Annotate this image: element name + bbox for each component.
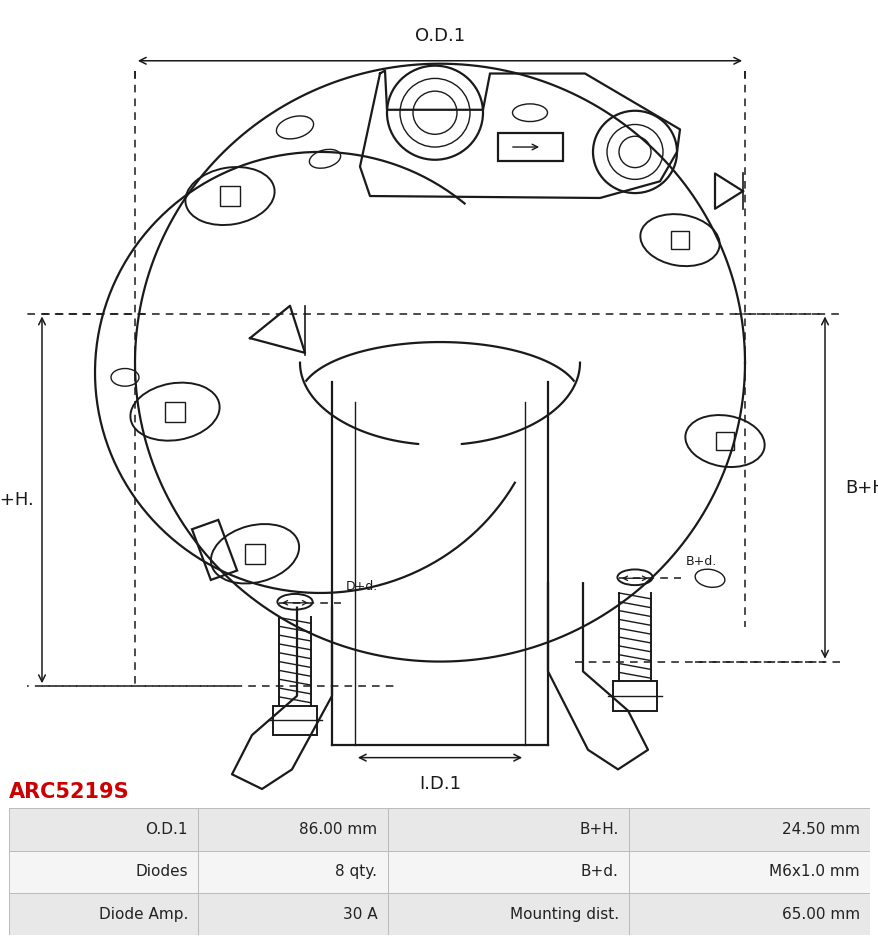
Text: 86.00 mm: 86.00 mm — [299, 822, 377, 837]
Bar — [245, 544, 264, 564]
Text: 65.00 mm: 65.00 mm — [781, 907, 859, 921]
Text: B+d.: B+d. — [685, 556, 716, 569]
Bar — [498, 133, 563, 161]
Bar — [387, 808, 629, 851]
Bar — [9, 808, 198, 851]
Text: B+d.: B+d. — [580, 865, 618, 879]
Text: I.D.1: I.D.1 — [419, 776, 460, 793]
Bar — [9, 851, 198, 893]
Text: Diodes: Diodes — [135, 865, 188, 879]
Text: B+H.: B+H. — [844, 478, 878, 496]
Text: M6x1.0 mm: M6x1.0 mm — [768, 865, 859, 879]
Bar — [671, 231, 688, 249]
Text: 24.50 mm: 24.50 mm — [781, 822, 859, 837]
Text: ARC5219S: ARC5219S — [9, 782, 129, 803]
Bar — [198, 808, 387, 851]
Bar — [165, 401, 184, 422]
Text: D+H.: D+H. — [0, 491, 34, 509]
Text: D+d.: D+d. — [346, 580, 378, 593]
Bar — [191, 520, 237, 580]
Bar — [272, 706, 317, 735]
Text: O.D.1: O.D.1 — [414, 27, 464, 45]
Bar — [220, 186, 240, 206]
Bar — [387, 851, 629, 893]
Text: 8 qty.: 8 qty. — [335, 865, 377, 879]
Bar — [629, 893, 869, 935]
Bar — [387, 893, 629, 935]
Text: Mounting dist.: Mounting dist. — [509, 907, 618, 921]
Text: O.D.1: O.D.1 — [145, 822, 188, 837]
Bar — [9, 893, 198, 935]
Bar — [612, 682, 657, 711]
Bar — [629, 808, 869, 851]
Bar — [716, 432, 733, 450]
Bar — [198, 893, 387, 935]
Text: B+H.: B+H. — [579, 822, 618, 837]
Text: Diode Amp.: Diode Amp. — [98, 907, 188, 921]
Bar — [629, 851, 869, 893]
Text: 30 A: 30 A — [342, 907, 377, 921]
Bar — [198, 851, 387, 893]
